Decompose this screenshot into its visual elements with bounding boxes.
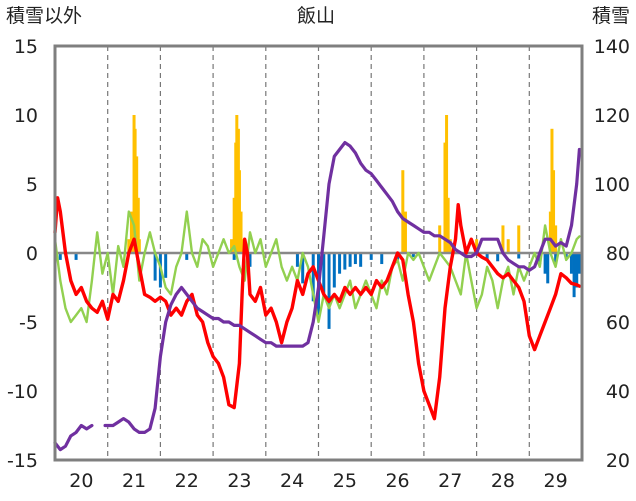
- precip_bar-bar: [575, 253, 579, 288]
- right-tick-label: 120: [594, 105, 630, 127]
- precip_bar-bar: [517, 253, 521, 259]
- precip_bar-bar: [322, 253, 326, 295]
- precip_bar-bar: [311, 253, 315, 302]
- left-tick-label: 0: [26, 243, 38, 265]
- right-tick-label: 140: [594, 36, 630, 58]
- precip_snow-bar: [475, 239, 479, 253]
- precip_snow-bar: [403, 211, 407, 253]
- precip_snow-bar: [548, 211, 552, 253]
- precip_bar-bar: [369, 253, 373, 260]
- precip_bar-bar: [411, 253, 415, 258]
- precip_snow-bar: [552, 170, 556, 253]
- precip_snow-bar: [232, 197, 236, 253]
- left-axis-label: 積雪以外: [6, 5, 82, 27]
- x-ticks: 20 21 22 23 24 25 26 27 28 29: [69, 470, 567, 492]
- precip_bar-bar: [577, 253, 581, 274]
- precip_snow-bar: [501, 225, 505, 253]
- precip_snow-bar: [438, 225, 442, 253]
- precip_snow-bar: [136, 197, 140, 253]
- precip_bar-bar: [380, 253, 384, 265]
- precip_snow-bar: [127, 239, 131, 253]
- right-tick-label: 60: [606, 312, 630, 334]
- precip_bar-bar: [572, 253, 576, 298]
- left-tick-label: 10: [14, 105, 38, 127]
- precip_snow-bar: [443, 142, 447, 253]
- x-tick-label: 24: [280, 470, 304, 492]
- precip_snow-bar: [230, 239, 234, 253]
- chart-title: 飯山: [297, 5, 335, 27]
- left-tick-label: -15: [7, 450, 38, 472]
- line-layer: [53, 141, 582, 452]
- precip_snow-bar: [135, 156, 139, 253]
- frame-layer: [53, 44, 584, 462]
- precip_bar-bar: [546, 253, 550, 284]
- snow_depth-line: [53, 141, 581, 452]
- precip_bar-bar: [343, 253, 347, 270]
- precip_snow-bar: [446, 197, 450, 253]
- right-axis-label: 積雪: [592, 5, 630, 27]
- x-tick-label: 28: [491, 470, 515, 492]
- x-tick-label: 23: [227, 470, 251, 492]
- x-tick-label: 29: [544, 470, 568, 492]
- precip_snow-bar: [237, 170, 241, 253]
- precip_bar-bar: [496, 253, 500, 262]
- precip_snow-bar: [129, 211, 133, 253]
- x-tick-label: 27: [438, 470, 462, 492]
- precip_snow-bar: [554, 225, 558, 253]
- left-y-ticks: 15 10 5 0 -5 -10 -15: [7, 36, 38, 472]
- left-tick-label: 5: [26, 174, 38, 196]
- precip_snow-bar: [133, 128, 137, 253]
- precip_snow-bar: [401, 170, 405, 253]
- x-tick-label: 20: [69, 470, 93, 492]
- right-y-ticks: 140 120 100 80 60 40 20: [594, 36, 630, 472]
- x-tick-label: 21: [122, 470, 146, 492]
- secondary_line-line: [53, 210, 581, 324]
- precip_snow-bar: [445, 115, 449, 253]
- precip_bar-bar: [327, 253, 331, 329]
- x-tick-label: 25: [333, 470, 357, 492]
- precip_bar-bar: [232, 253, 236, 260]
- right-tick-label: 40: [606, 381, 630, 403]
- right-tick-label: 20: [606, 450, 630, 472]
- x-tick-label: 26: [385, 470, 409, 492]
- precip_bar-bar: [348, 253, 352, 267]
- temperature-line: [53, 196, 582, 421]
- precip_snow-bar: [239, 211, 243, 253]
- precip_snow-bar: [517, 225, 521, 253]
- x-tick-label: 22: [175, 470, 199, 492]
- precip_bar-bar: [554, 253, 558, 265]
- precip_bar-bar: [332, 253, 336, 288]
- precip_bar-bar: [248, 253, 252, 267]
- precip_bar-bar: [569, 253, 573, 274]
- precip_snow-bar: [235, 115, 239, 253]
- right-tick-label: 80: [606, 243, 630, 265]
- precip_snow-bar: [506, 239, 510, 253]
- precip_bar-bar: [58, 253, 62, 260]
- precip_bar-bar: [153, 253, 157, 281]
- bar-layer: [58, 115, 581, 329]
- precip_snow-bar: [137, 239, 141, 253]
- precip_bar-bar: [338, 253, 342, 274]
- precip_bar-bar: [185, 253, 189, 260]
- precip_bar-bar: [359, 253, 363, 267]
- precip_bar-bar: [543, 253, 547, 274]
- precip_snow-bar: [240, 239, 244, 253]
- plot-frame: [53, 44, 584, 462]
- right-tick-label: 100: [594, 174, 630, 196]
- precip_bar-bar: [301, 253, 305, 284]
- left-tick-label: -10: [7, 381, 38, 403]
- precip_bar-bar: [295, 253, 299, 267]
- precip_snow-bar: [448, 239, 452, 253]
- precip_bar-bar: [353, 253, 357, 265]
- left-tick-label: -5: [19, 312, 38, 334]
- left-tick-label: 15: [14, 36, 38, 58]
- precip_bar-bar: [74, 253, 78, 260]
- precip_snow-bar: [550, 128, 554, 253]
- precip_bar-bar: [485, 253, 489, 260]
- precip_bar-bar: [164, 253, 168, 278]
